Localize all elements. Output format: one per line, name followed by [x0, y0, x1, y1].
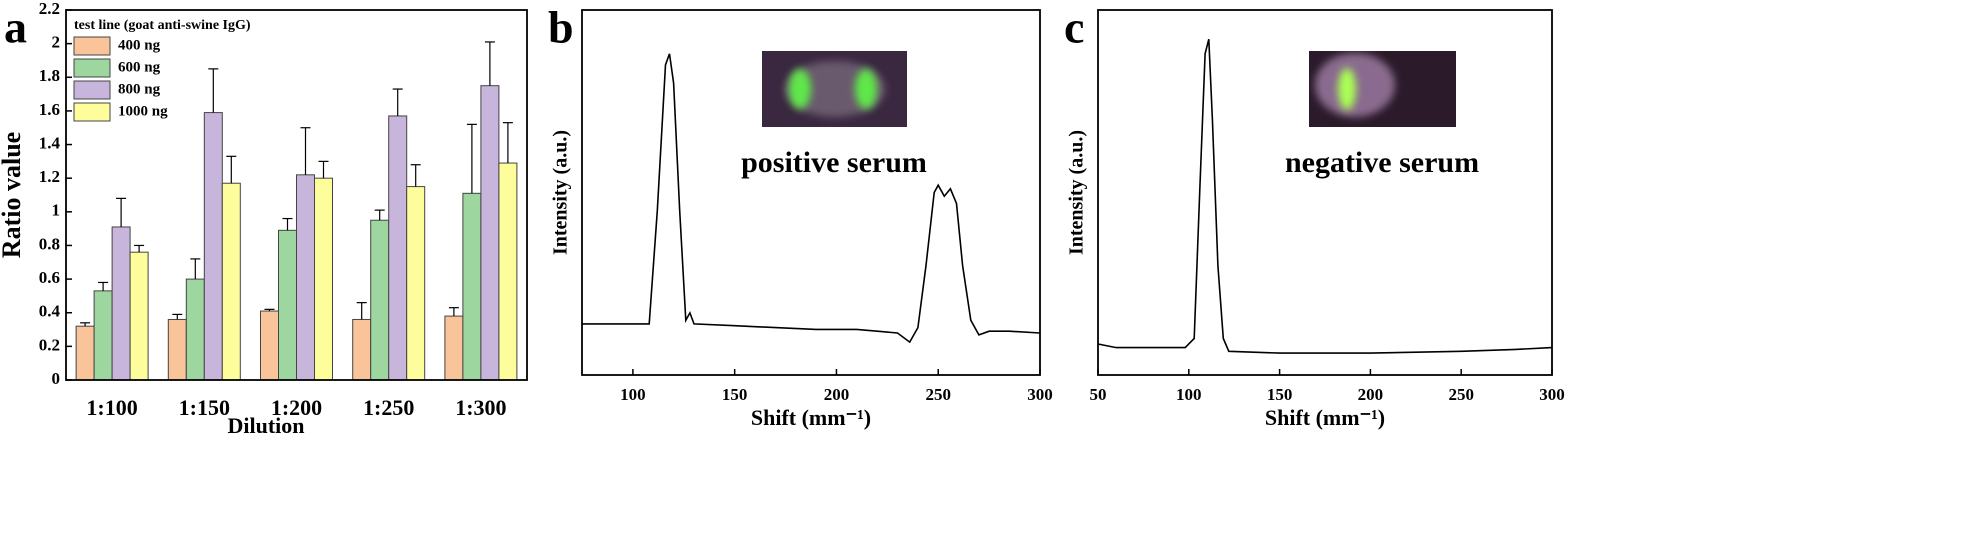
y-tick-label: 0 — [52, 369, 61, 388]
legend-label: 800 ng — [118, 81, 161, 97]
legend-swatch — [73, 36, 111, 56]
legend-label: 600 ng — [118, 59, 161, 75]
bar — [498, 162, 518, 381]
bar — [260, 310, 279, 381]
bar — [129, 251, 149, 381]
legend-title: test line (goat anti-swine IgG) — [74, 18, 251, 33]
x-tick-label: 1:200 — [271, 395, 322, 420]
y-tick-label: 1.2 — [39, 167, 60, 186]
legend-swatch — [73, 80, 111, 100]
x-tick-label: 300 — [1027, 385, 1053, 404]
bar — [406, 186, 426, 381]
y-tick-label: 1.6 — [39, 100, 60, 119]
bar — [278, 229, 297, 381]
bar — [185, 278, 205, 381]
annotation: positive serum — [741, 146, 927, 179]
bar — [221, 182, 241, 381]
bar — [93, 290, 113, 381]
bar — [203, 112, 223, 381]
x-tick-label: 1:150 — [179, 395, 230, 420]
bar — [462, 192, 482, 381]
bar — [296, 174, 315, 381]
x-tick-label: 300 — [1539, 385, 1565, 404]
plot-frame — [581, 9, 1041, 376]
bar — [370, 219, 390, 381]
x-tick-label: 100 — [1176, 385, 1202, 404]
panel-label: b — [548, 2, 574, 53]
panel-label: c — [1064, 2, 1084, 53]
y-tick-label: 0.8 — [39, 234, 60, 253]
legend-swatch — [73, 102, 111, 122]
line — [582, 53, 1041, 344]
inset-photo-b — [762, 51, 907, 127]
x-axis-title: Shift (mm⁻¹) — [751, 405, 871, 430]
x-tick-label: 150 — [1267, 385, 1293, 404]
x-tick-label: 50 — [1090, 385, 1107, 404]
y-tick-label: 0.4 — [39, 302, 61, 321]
y-tick-label: 1 — [52, 201, 61, 220]
y-axis-title: Intensity (a.u.) — [1066, 130, 1088, 255]
y-tick-label: 1.4 — [39, 133, 61, 152]
panel-label: a — [4, 2, 27, 53]
x-tick-label: 100 — [620, 385, 646, 404]
bar — [111, 226, 131, 381]
y-tick-label: 0.2 — [39, 335, 60, 354]
y-axis-title: Intensity (a.u.) — [550, 130, 572, 255]
legend-swatch — [73, 58, 111, 78]
legend-label: 1000 ng — [118, 103, 168, 119]
annotation: negative serum — [1285, 146, 1479, 179]
x-axis-title: Dilution — [227, 413, 304, 438]
bar — [167, 318, 187, 381]
y-tick-label: 2 — [52, 33, 61, 52]
x-tick-label: 250 — [1448, 385, 1474, 404]
inset-photo-c — [1309, 51, 1456, 127]
bar — [480, 85, 500, 381]
x-tick-label: 1:300 — [455, 395, 506, 420]
y-tick-label: 1.8 — [39, 66, 60, 85]
bar — [75, 325, 95, 381]
line — [1097, 39, 1553, 354]
bar — [352, 318, 372, 381]
y-axis-title: Ratio value — [0, 132, 26, 258]
x-tick-label: 250 — [925, 385, 951, 404]
x-axis-title: Shift (mm⁻¹) — [1265, 405, 1385, 430]
plot-frame — [1097, 9, 1553, 376]
y-tick-label: 0.6 — [39, 268, 60, 287]
x-tick-label: 150 — [722, 385, 748, 404]
bar — [314, 177, 333, 381]
legend-label: 400 ng — [118, 37, 161, 53]
x-tick-label: 200 — [1358, 385, 1384, 404]
y-tick-label: 2.2 — [39, 0, 60, 18]
bar — [388, 115, 408, 381]
plot-frame — [65, 9, 528, 381]
x-tick-label: 1:250 — [363, 395, 414, 420]
bar — [444, 315, 464, 381]
x-tick-label: 1:100 — [86, 395, 137, 420]
x-tick-label: 200 — [824, 385, 850, 404]
